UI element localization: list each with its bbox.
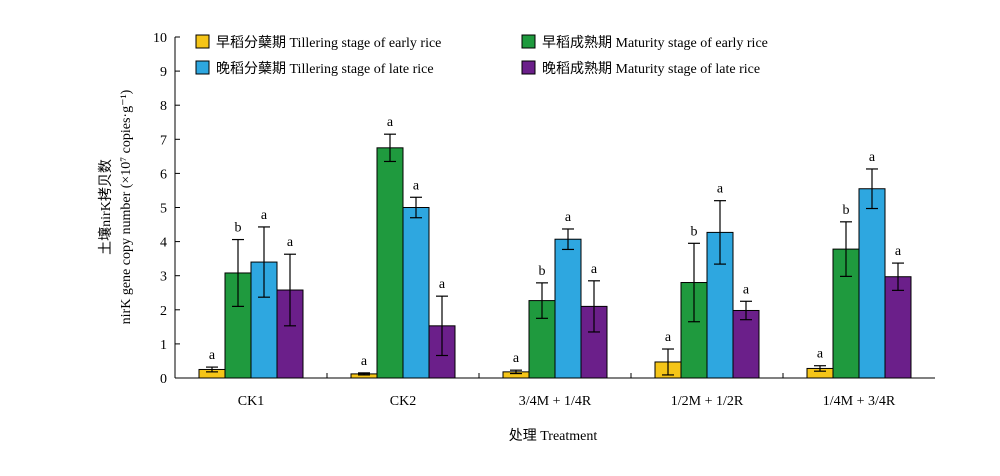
significance-letter: b [691, 224, 698, 239]
y-tick-label: 1 [160, 338, 167, 353]
significance-letter: a [361, 354, 368, 369]
significance-letter: b [235, 221, 242, 236]
significance-letter: b [843, 203, 850, 218]
x-tick-label: 3/4M + 1/4R [519, 394, 592, 409]
x-tick-label: 1/4M + 3/4R [823, 394, 896, 409]
y-tick-label: 9 [160, 65, 167, 80]
bar [554, 238, 582, 379]
significance-letter: a [413, 178, 420, 193]
legend-label: 晚稻成熟期 Maturity stage of late rice [542, 61, 760, 77]
y-tick-label: 6 [160, 167, 167, 182]
significance-letter: a [209, 348, 216, 363]
y-tick-label: 7 [160, 133, 167, 148]
significance-letter: a [869, 150, 876, 165]
significance-letter: a [665, 330, 672, 345]
legend-swatch [195, 60, 210, 75]
significance-letter: b [539, 264, 546, 279]
significance-letter: a [895, 244, 902, 259]
legend: 早稻分蘖期 Tillering stage of early rice 早稻成熟期… [195, 34, 768, 77]
x-tick-label: CK2 [390, 394, 416, 409]
axes: 0 1 2 3 4 5 6 7 8 9 10 CK1 CK2 3/4M + 1/4R 1/2M + 1/2R… [153, 31, 935, 409]
legend-swatch [521, 60, 536, 75]
y-tick-label: 0 [160, 372, 167, 387]
legend-label: 晚稻分蘖期 Tillering stage of late rice [216, 61, 434, 77]
significance-letter: a [261, 208, 268, 223]
bar [376, 147, 404, 379]
legend-label: 早稻分蘖期 Tillering stage of early rice [216, 35, 441, 51]
significance-letter: a [387, 115, 394, 130]
bars: a b a a a a a a a b a a a b a a a b a a [198, 115, 912, 379]
y-tick-label: 8 [160, 99, 167, 114]
y-tick-label: 2 [160, 304, 167, 319]
y-tick-label: 5 [160, 202, 167, 217]
significance-letter: a [743, 282, 750, 297]
bar [884, 276, 912, 379]
x-tick-label: CK1 [238, 394, 264, 409]
bar [732, 309, 760, 379]
x-tick-label: 1/2M + 1/2R [671, 394, 744, 409]
y-axis-label-cn: 土壤nirK拷贝数 [97, 159, 114, 255]
legend-swatch [521, 34, 536, 49]
significance-letter: a [513, 351, 520, 366]
significance-letter: a [717, 182, 724, 197]
y-tick-label: 3 [160, 270, 167, 285]
x-axis-label: 处理 Treatment [509, 428, 598, 444]
bar [858, 188, 886, 379]
y-tick-label: 10 [153, 31, 167, 46]
y-axis-label-en: nirK gene copy number (×10⁷ copies·g⁻¹) [119, 89, 134, 324]
legend-swatch [195, 34, 210, 49]
significance-letter: a [591, 262, 598, 277]
significance-letter: a [565, 210, 572, 225]
bar [402, 207, 430, 379]
significance-letter: a [439, 277, 446, 292]
legend-label: 早稻成熟期 Maturity stage of early rice [542, 35, 768, 51]
y-tick-label: 4 [160, 236, 167, 251]
significance-letter: a [817, 347, 824, 362]
significance-letter: a [287, 235, 294, 250]
